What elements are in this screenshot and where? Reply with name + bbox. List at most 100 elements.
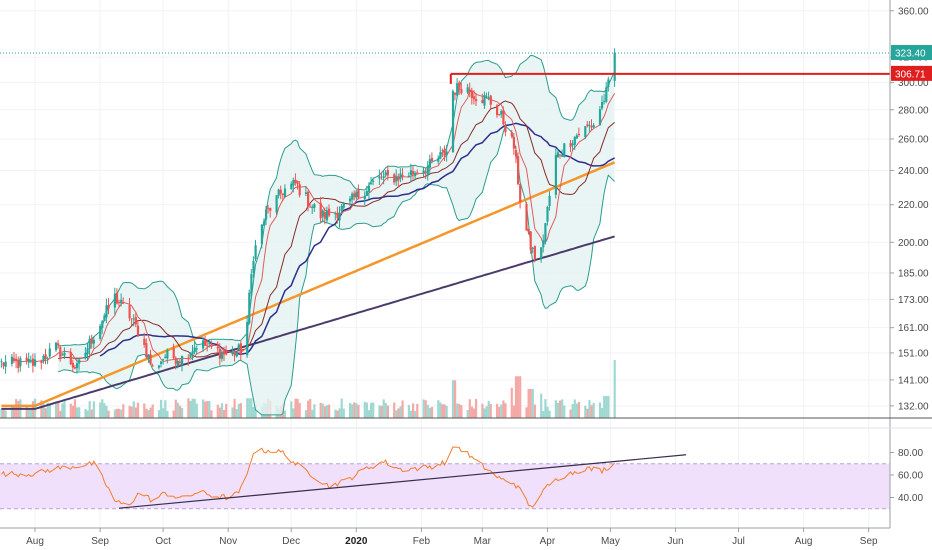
volume-bar xyxy=(59,410,62,418)
volume-bar xyxy=(42,402,45,418)
time-tick-label: Mar xyxy=(474,536,492,547)
volume-bars xyxy=(0,360,616,418)
candle-body xyxy=(17,359,20,369)
grid-lines xyxy=(0,0,890,528)
volume-bar xyxy=(40,400,43,418)
volume-bar xyxy=(554,400,557,418)
volume-bar xyxy=(613,360,616,418)
volume-bar xyxy=(290,401,293,418)
price-tick-label: 360.00 xyxy=(898,6,929,17)
time-tick-label: Sep xyxy=(860,536,878,547)
candle-body xyxy=(401,174,404,176)
candle-body xyxy=(84,352,87,359)
candle-body xyxy=(573,136,576,145)
volume-bar xyxy=(428,407,431,418)
candle-body xyxy=(10,356,14,364)
candle-body xyxy=(512,137,515,149)
volume-bar xyxy=(424,400,427,418)
volume-bar xyxy=(323,406,326,418)
candle-body xyxy=(267,208,270,209)
candle-body xyxy=(164,356,167,359)
volume-bar xyxy=(439,402,442,418)
candle-body xyxy=(73,367,77,369)
candle-body xyxy=(44,354,47,360)
candle-body xyxy=(397,176,400,181)
candle-body xyxy=(147,354,150,359)
candle-body xyxy=(25,357,28,361)
volume-bar xyxy=(577,402,581,418)
candle-body xyxy=(470,90,473,98)
volume-bar xyxy=(441,404,444,418)
volume-bar xyxy=(254,405,257,418)
candle-body xyxy=(544,223,547,243)
candle-body xyxy=(527,228,530,233)
candle-body xyxy=(279,189,282,194)
volume-bar xyxy=(527,389,530,418)
candle-body xyxy=(42,356,45,362)
candle-body xyxy=(502,110,505,125)
volume-bar xyxy=(500,404,503,418)
volume-bar xyxy=(430,406,434,418)
volume-bar xyxy=(355,403,358,418)
volume-bar xyxy=(512,405,515,418)
candle-body xyxy=(563,143,566,158)
candle-body xyxy=(172,348,175,358)
volume-bar xyxy=(561,399,564,418)
candle-body xyxy=(176,360,179,367)
volume-bar xyxy=(225,403,228,418)
candle-body xyxy=(46,358,49,359)
candlesticks[interactable] xyxy=(0,48,616,374)
volume-bar xyxy=(384,402,387,418)
candle-body xyxy=(487,97,490,99)
volume-bar xyxy=(246,398,249,418)
volume-bar xyxy=(157,410,161,418)
volume-bar xyxy=(166,410,169,418)
volume-bar xyxy=(231,407,234,418)
candle-body xyxy=(218,348,221,359)
volume-bar xyxy=(443,404,446,418)
volume-bar xyxy=(204,401,207,418)
candle-body xyxy=(0,361,3,363)
candle-body xyxy=(202,340,205,349)
volume-bar xyxy=(298,403,301,418)
candle-body xyxy=(4,361,7,367)
volume-bar xyxy=(122,404,125,418)
candle-body xyxy=(69,352,72,365)
volume-bar xyxy=(395,410,398,418)
volume-bar xyxy=(27,408,30,418)
volume-bar xyxy=(334,409,337,418)
price-tick-label: 141.00 xyxy=(898,375,929,386)
volume-bar xyxy=(422,399,425,418)
volume-bar xyxy=(437,400,440,418)
volume-bar xyxy=(191,398,194,418)
candle-body xyxy=(92,339,95,344)
candle-body xyxy=(292,179,295,186)
candle-body xyxy=(88,338,91,349)
candle-body xyxy=(357,189,360,198)
volume-bar xyxy=(130,406,133,418)
candle-body xyxy=(586,124,589,126)
candle-body xyxy=(63,352,66,356)
candle-body xyxy=(237,344,240,351)
time-tick-label: May xyxy=(601,536,620,547)
volume-bar xyxy=(2,408,5,418)
moving-averages xyxy=(1,89,616,410)
volume-bar xyxy=(460,405,463,418)
candle-body xyxy=(605,87,608,102)
volume-bar xyxy=(103,403,106,418)
sma-100-line xyxy=(1,161,616,408)
volume-bar xyxy=(533,404,536,418)
volume-bar xyxy=(206,401,209,418)
volume-bar xyxy=(178,405,182,418)
candle-body xyxy=(204,339,207,346)
candle-body xyxy=(174,357,177,364)
candle-body xyxy=(569,143,572,147)
candle-body xyxy=(414,172,417,177)
volume-bar xyxy=(510,387,513,418)
candle-body xyxy=(353,193,356,198)
volume-bar xyxy=(607,395,610,418)
candle-body xyxy=(386,170,389,176)
candle-body xyxy=(55,342,58,351)
candle-body xyxy=(260,224,263,245)
